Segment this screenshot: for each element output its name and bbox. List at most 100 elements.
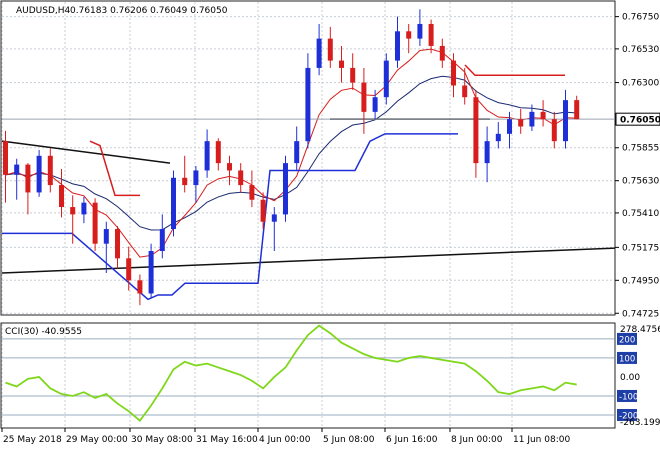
- candle-body: [428, 23, 434, 46]
- candle-body: [484, 141, 490, 164]
- candle-body: [529, 111, 535, 127]
- cci-level-label: -200: [619, 411, 638, 421]
- current-price-label: 0.76050: [620, 116, 660, 126]
- cci-level-label: 200: [619, 335, 635, 345]
- price-tick-label: 0.75410: [622, 209, 659, 219]
- candle-body: [159, 229, 165, 252]
- candle-body: [148, 251, 154, 294]
- candle-body: [518, 119, 524, 127]
- time-label: 8 Jun 00:00: [451, 435, 503, 445]
- candle-body: [339, 60, 344, 68]
- candle-body: [406, 31, 412, 39]
- price-tick-label: 0.76750: [622, 13, 659, 23]
- candle-body: [574, 100, 580, 120]
- candle-body: [126, 258, 132, 281]
- candle-body: [137, 280, 143, 294]
- candle-body: [495, 133, 501, 142]
- candle-body: [283, 163, 288, 215]
- candle-body: [47, 155, 53, 186]
- symbol-label: AUDUSD,H4: [16, 6, 71, 16]
- candle-body: [540, 111, 546, 120]
- price-tick-label: 0.74725: [622, 309, 659, 319]
- trend-line-ascending: [1, 247, 616, 274]
- candle-body: [473, 97, 479, 164]
- time-label: 5 Jun 08:00: [323, 435, 375, 445]
- candle-body: [59, 185, 64, 208]
- main-panel-frame: [0, 0, 616, 316]
- candles: [3, 9, 580, 306]
- trend-line-descending: [1, 140, 171, 164]
- candle-body: [227, 163, 232, 171]
- candle-body: [103, 229, 109, 244]
- candle-body: [171, 177, 176, 230]
- time-label: 31 May 16:00: [196, 435, 258, 445]
- cci-level-label: 100: [619, 354, 635, 364]
- price-tick-label: 0.75175: [622, 243, 659, 253]
- candle-body: [182, 177, 188, 186]
- candle-body: [563, 100, 568, 142]
- stop-line-blue: [2, 133, 458, 301]
- candle-body: [115, 229, 120, 259]
- price-axis: 0.76750 0.76530 0.76300 0.75855 0.75630 0.754…: [615, 13, 660, 319]
- price-tick-label: 0.76300: [622, 79, 659, 89]
- candle-body: [417, 23, 423, 39]
- grid-lines: [1, 2, 614, 427]
- candle-body: [238, 170, 244, 186]
- candle-body: [395, 31, 400, 61]
- candle-body: [193, 170, 199, 186]
- candle-body: [451, 60, 456, 86]
- cci-level-badge: [617, 332, 637, 345]
- candle-body: [215, 141, 221, 164]
- time-label: 4 Jun 00:00: [259, 435, 311, 445]
- cci-level-badge: [617, 351, 637, 364]
- candle-body: [81, 202, 87, 215]
- candle-body: [551, 119, 557, 142]
- price-tick-label: 0.75630: [622, 177, 659, 187]
- time-label: 25 May 2018: [3, 435, 62, 445]
- cci-panel-frame: [0, 322, 616, 429]
- cci-label: CCI(30) -40.9555: [5, 327, 82, 337]
- candle-body: [294, 141, 300, 164]
- cci-axis-label: -263.1997: [620, 418, 660, 428]
- time-axis: 25 May 2018 29 May 00:00 30 May 08:00 31 Ma…: [1, 428, 570, 445]
- ma-fast-line: [5, 48, 577, 258]
- candle-body: [249, 185, 255, 200]
- time-label: 6 Jun 16:00: [386, 435, 438, 445]
- time-label: 11 Jun 08:00: [513, 435, 570, 445]
- ma-slow-line: [5, 75, 577, 231]
- candle-body: [383, 60, 389, 98]
- candle-body: [260, 199, 266, 222]
- candle-body: [462, 85, 468, 98]
- cci-level-badge: [617, 389, 637, 402]
- stop-line-red-2: [464, 64, 565, 76]
- candle-body: [14, 164, 20, 175]
- candle-body: [507, 119, 512, 134]
- cci-axis-label: 0.00: [620, 373, 640, 383]
- cci-level-badge: [617, 408, 637, 421]
- price-tick-label: 0.76530: [622, 45, 659, 55]
- candle-body: [271, 214, 277, 222]
- cci-line: [5, 324, 577, 422]
- price-tick-label: 0.74950: [622, 276, 659, 286]
- candle-body: [350, 67, 356, 83]
- candle-body: [361, 82, 367, 112]
- candle-body: [372, 97, 378, 112]
- candle-body: [204, 141, 210, 171]
- cci-axis-label: 278.4756: [620, 325, 660, 335]
- candle-body: [36, 155, 42, 193]
- ohlc-label: 0.76183 0.76206 0.76049 0.76050: [70, 6, 228, 16]
- candle-body: [316, 38, 322, 68]
- candle-body: [70, 207, 76, 215]
- candle-body: [305, 67, 311, 142]
- current-price-box: [615, 112, 660, 126]
- cci-panel: [2, 324, 614, 422]
- stop-line-red-1: [89, 140, 140, 197]
- candle-body: [25, 164, 31, 193]
- cci-level-label: -100: [619, 392, 638, 402]
- time-label: 29 May 00:00: [66, 435, 128, 445]
- price-tick-label: 0.75855: [622, 144, 659, 154]
- candle-body: [92, 202, 98, 244]
- candle-body: [439, 45, 445, 61]
